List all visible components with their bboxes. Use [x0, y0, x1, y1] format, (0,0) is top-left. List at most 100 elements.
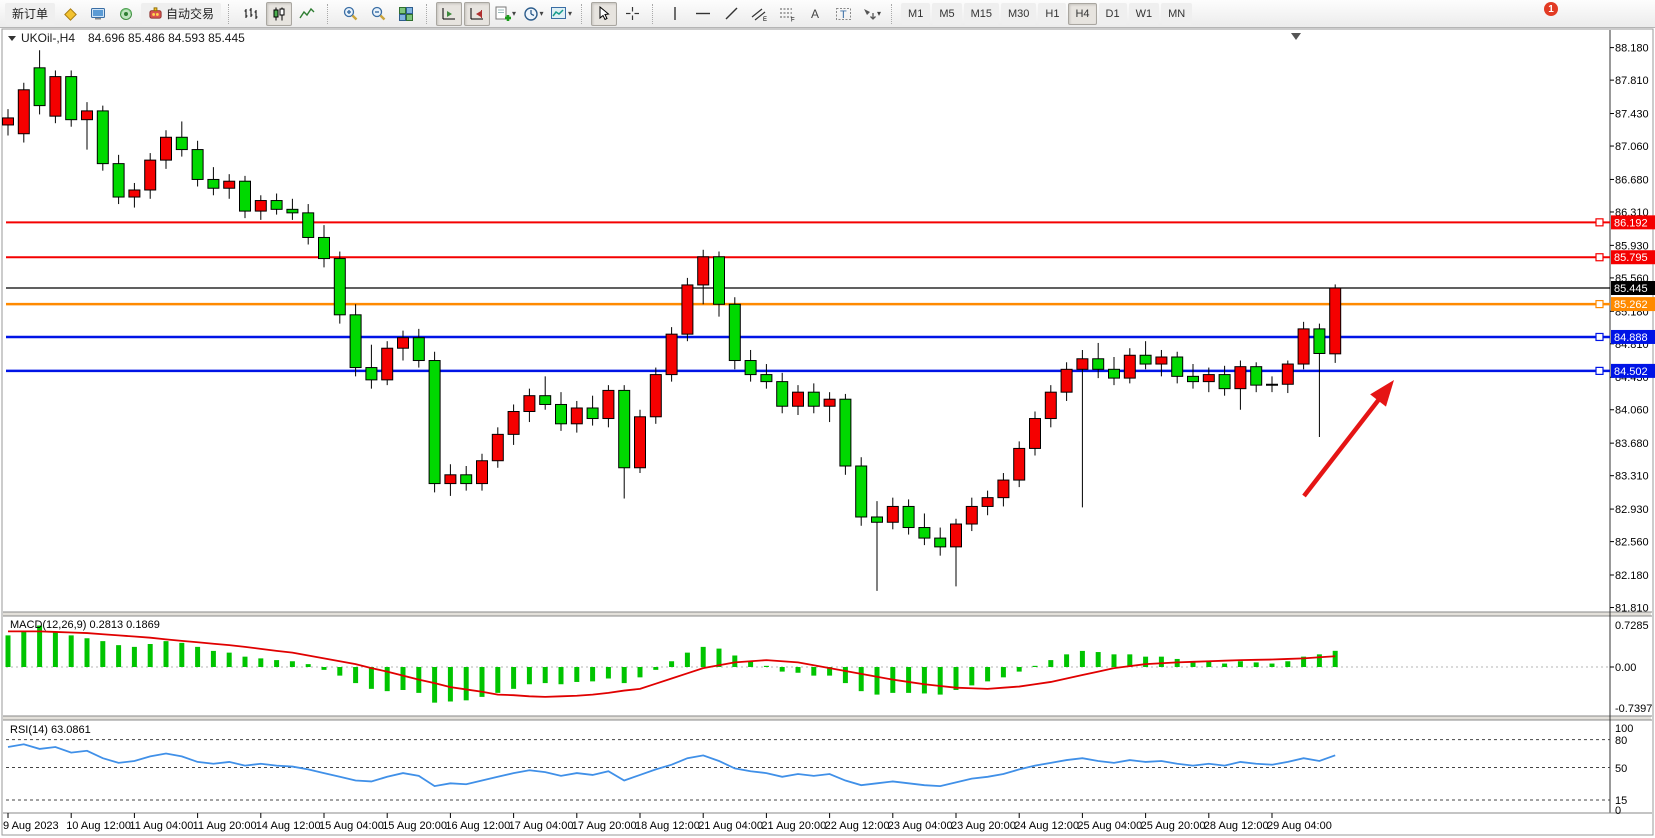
candle-body [1234, 366, 1247, 390]
candle-body [618, 389, 631, 469]
arrows-shapes-button[interactable]: ▾ [858, 2, 884, 26]
dropdown-arrow-icon: ▾ [877, 9, 882, 18]
annotation-arrow-head[interactable] [1370, 380, 1394, 407]
annotations [1302, 380, 1394, 498]
candlestick-chart-icon [273, 7, 285, 20]
template-chart-icon [551, 7, 567, 19]
price-axis: 88.18087.81087.43087.06086.68086.31085.9… [1610, 43, 1655, 615]
time-tick-label: 15 Aug 20:00 [382, 820, 447, 832]
timeframe-button-m5[interactable]: M5 [932, 2, 962, 25]
templates-button[interactable]: ▾ [548, 2, 574, 26]
chart-shift-marker[interactable] [1291, 33, 1301, 40]
svg-text:T: T [840, 9, 847, 21]
line-anchor-handle[interactable] [1595, 253, 1604, 262]
cursor-button[interactable] [591, 1, 618, 26]
candle-body [934, 537, 947, 548]
terminal-monitor-icon[interactable] [85, 2, 111, 26]
annotation-arrow-shaft[interactable] [1302, 396, 1383, 498]
tile-windows-icon [399, 6, 414, 21]
zoom-out-icon [371, 6, 385, 21]
line-anchor-handle[interactable] [1595, 299, 1604, 309]
zoom-in-button[interactable] [337, 2, 363, 26]
macd-panel [5, 625, 1614, 703]
rsi-axis-50: 50 [1615, 763, 1627, 775]
price-tick-label: 85.930 [1615, 240, 1649, 252]
auto-scroll-button[interactable] [464, 1, 491, 26]
auto-trading-icon [149, 7, 162, 19]
chart-shift-button[interactable] [436, 1, 463, 26]
equidistant-channel-button[interactable]: E [746, 2, 772, 26]
time-tick-label: 23 Aug 20:00 [951, 820, 1016, 832]
notification-badge[interactable]: 1 [1544, 2, 1558, 16]
timeframe-button-w1[interactable]: W1 [1128, 2, 1160, 25]
bar-chart-button[interactable] [238, 2, 264, 26]
chart-shift-icon [442, 7, 456, 19]
crosshair-button[interactable] [619, 2, 645, 26]
candle-body [981, 497, 994, 507]
timeframe-button-m15[interactable]: M15 [963, 2, 999, 25]
candle-body [507, 411, 520, 435]
text-button[interactable]: A [802, 2, 828, 26]
candle-body [1044, 391, 1057, 420]
line-chart-button[interactable] [294, 2, 320, 26]
fibonacci-button[interactable]: F [774, 2, 800, 26]
line-anchor-handle[interactable] [1595, 218, 1604, 227]
timeframe-button-m1[interactable]: M1 [901, 2, 931, 25]
candle-body [1297, 328, 1310, 365]
line-anchor-handle[interactable] [1595, 332, 1604, 342]
candle-body [1266, 383, 1278, 386]
separator [327, 3, 332, 24]
charts-diamond-icon[interactable] [57, 2, 83, 26]
dropdown-arrow-icon: ▾ [568, 9, 573, 18]
timeframe-button-h1[interactable]: H1 [1038, 2, 1067, 25]
arrows-shapes-icon [864, 9, 876, 20]
line-anchor-handle[interactable] [1595, 366, 1604, 375]
candle-body [728, 303, 741, 362]
rsi-axis-15: 15 [1615, 795, 1627, 807]
candlestick-chart-button[interactable] [266, 1, 293, 26]
price-tag-label: 85.262 [1614, 299, 1648, 311]
trendline-button[interactable] [718, 2, 744, 26]
symbol-dropdown-icon[interactable] [8, 36, 16, 41]
candle-body [81, 110, 93, 121]
price-tag-label: 85.795 [1614, 252, 1648, 264]
candle-body [1060, 368, 1073, 393]
signal-broadcast-icon[interactable] [113, 2, 139, 26]
candle-body [950, 523, 962, 548]
candle-body [1029, 418, 1041, 449]
candle-body [112, 163, 125, 198]
text-label-icon: T [835, 7, 851, 21]
price-tick-label: 88.180 [1615, 43, 1649, 55]
zoom-out-button[interactable] [365, 2, 391, 26]
trendline-icon [725, 7, 738, 20]
candle-body [555, 403, 567, 425]
new-order-button[interactable]: 新订单 [5, 2, 56, 25]
timeframe-button-h4[interactable]: H4 [1068, 2, 1097, 25]
periods-clock-button[interactable]: ▾ [520, 2, 546, 26]
candle-body [1171, 356, 1184, 377]
price-tick-label: 82.930 [1615, 504, 1649, 516]
timeframe-button-mn[interactable]: MN [1161, 2, 1193, 25]
time-tick-label: 11 Aug 04:00 [129, 820, 193, 832]
candle-body [444, 474, 457, 485]
tile-windows-button[interactable] [393, 2, 419, 26]
time-tick-label: 17 Aug 20:00 [572, 820, 637, 832]
horizontal-line-button[interactable] [690, 2, 716, 26]
panel-divider [3, 716, 1651, 720]
timeframe-button-d1[interactable]: D1 [1098, 2, 1127, 25]
cursor-arrow-icon [599, 6, 610, 21]
candle-body [523, 395, 536, 413]
timeframe-button-m30[interactable]: M30 [1001, 2, 1037, 25]
time-tick-label: 22 Aug 12:00 [825, 820, 890, 832]
dropdown-arrow-icon: ▾ [512, 9, 517, 18]
candle-body [270, 200, 283, 210]
time-tick-label: 25 Aug 04:00 [1077, 820, 1142, 832]
new-chart-button[interactable]: ▾ [492, 2, 518, 26]
candle-body [1139, 354, 1152, 365]
vertical-line-button[interactable] [662, 2, 688, 26]
auto-trading-button[interactable]: 自动交易 [141, 2, 222, 25]
candle-body [886, 505, 899, 523]
price-tag-label: 85.445 [1614, 283, 1648, 295]
text-label-button[interactable]: T [830, 2, 856, 26]
clock-icon [523, 6, 538, 21]
